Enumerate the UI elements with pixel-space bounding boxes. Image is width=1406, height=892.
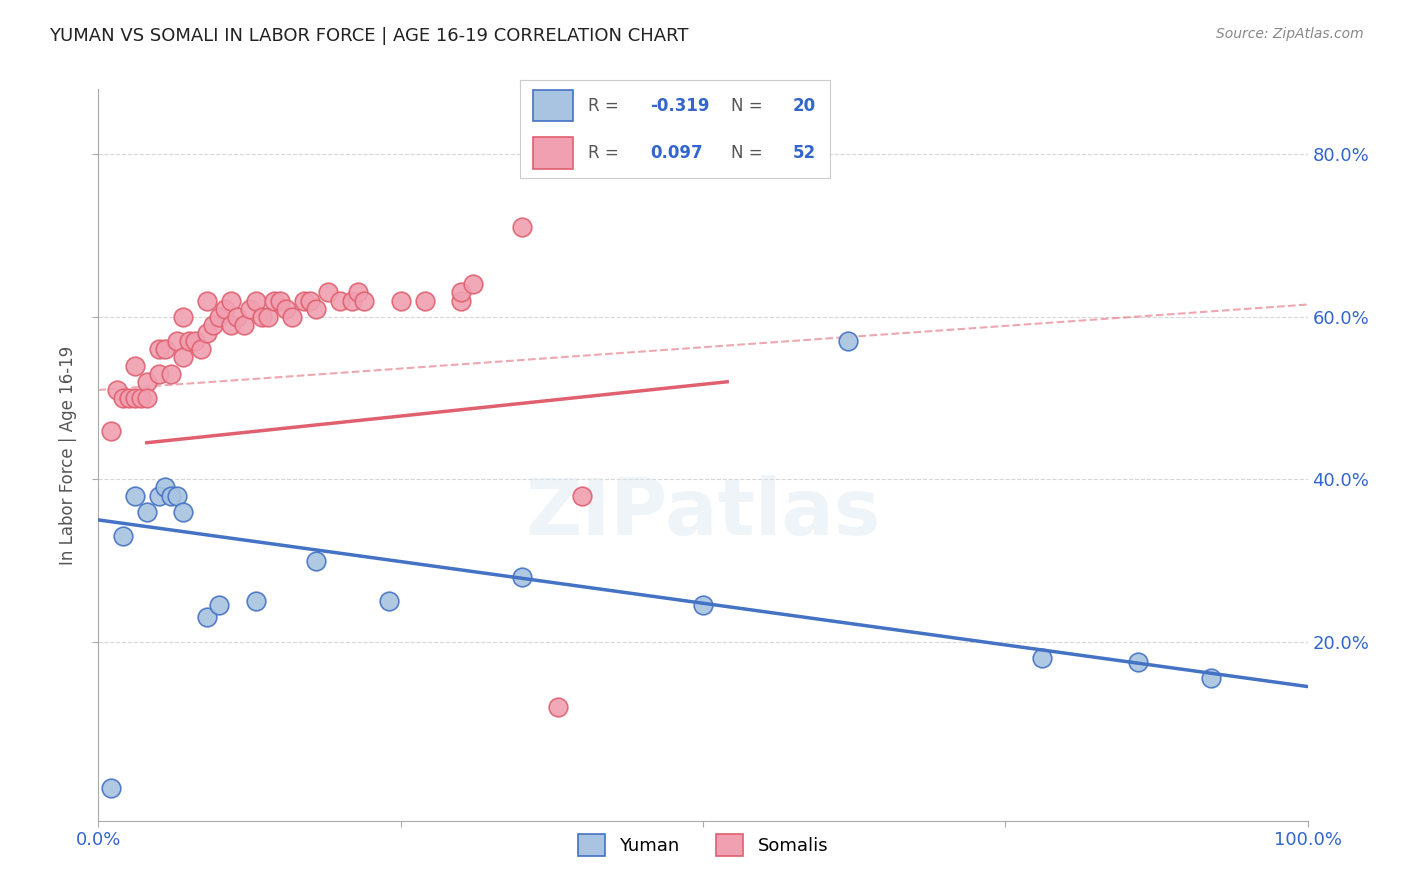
Point — [353, 293, 375, 308]
Point — [239, 301, 262, 316]
Text: ZIPatlas: ZIPatlas — [526, 475, 880, 551]
Text: YUMAN VS SOMALI IN LABOR FORCE | AGE 16-19 CORRELATION CHART: YUMAN VS SOMALI IN LABOR FORCE | AGE 16-… — [49, 27, 689, 45]
Point — [347, 285, 370, 300]
Point — [172, 310, 194, 324]
Point — [111, 529, 134, 543]
Point — [208, 310, 231, 324]
Point — [305, 301, 328, 316]
Point — [214, 301, 236, 316]
Point — [124, 489, 146, 503]
Point — [148, 489, 170, 503]
Point — [1199, 672, 1222, 686]
Point — [208, 599, 231, 613]
Point — [450, 285, 472, 300]
Point — [135, 391, 157, 405]
Point — [463, 277, 485, 292]
Point — [299, 293, 322, 308]
Point — [111, 391, 134, 405]
Point — [274, 301, 297, 316]
Point — [172, 351, 194, 365]
Point — [124, 391, 146, 405]
Point — [184, 334, 207, 348]
Point — [129, 391, 152, 405]
Point — [837, 334, 859, 348]
Point — [269, 293, 291, 308]
Point — [377, 594, 399, 608]
Point — [166, 334, 188, 348]
Text: Source: ZipAtlas.com: Source: ZipAtlas.com — [1216, 27, 1364, 41]
Point — [160, 489, 183, 503]
Point — [510, 570, 533, 584]
FancyBboxPatch shape — [533, 90, 572, 121]
Point — [342, 293, 364, 308]
Point — [221, 293, 243, 308]
Text: -0.319: -0.319 — [650, 97, 710, 115]
Point — [1128, 655, 1150, 669]
Point — [389, 293, 412, 308]
Text: R =: R = — [588, 144, 624, 161]
Point — [172, 505, 194, 519]
Point — [510, 220, 533, 235]
Point — [100, 424, 122, 438]
Point — [692, 599, 714, 613]
Point — [153, 480, 176, 494]
Point — [195, 610, 218, 624]
Point — [245, 594, 267, 608]
FancyBboxPatch shape — [533, 137, 572, 169]
Text: R =: R = — [588, 97, 624, 115]
Point — [190, 343, 212, 357]
Point — [316, 285, 339, 300]
Point — [148, 367, 170, 381]
Point — [547, 699, 569, 714]
Point — [305, 553, 328, 567]
Point — [135, 375, 157, 389]
Point — [281, 310, 304, 324]
Point — [1031, 651, 1053, 665]
Point — [232, 318, 254, 332]
Point — [124, 359, 146, 373]
Point — [329, 293, 352, 308]
Point — [195, 326, 218, 340]
Point — [413, 293, 436, 308]
Point — [450, 293, 472, 308]
Text: 52: 52 — [793, 144, 815, 161]
Point — [245, 293, 267, 308]
Point — [226, 310, 249, 324]
Point — [135, 505, 157, 519]
Point — [571, 489, 593, 503]
Point — [148, 343, 170, 357]
Point — [118, 391, 141, 405]
Text: 20: 20 — [793, 97, 815, 115]
Point — [202, 318, 225, 332]
Point — [195, 293, 218, 308]
Point — [160, 367, 183, 381]
Point — [250, 310, 273, 324]
Legend: Yuman, Somalis: Yuman, Somalis — [571, 826, 835, 863]
Point — [105, 383, 128, 397]
Point — [256, 310, 278, 324]
Y-axis label: In Labor Force | Age 16-19: In Labor Force | Age 16-19 — [59, 345, 77, 565]
Text: N =: N = — [731, 144, 768, 161]
Point — [179, 334, 201, 348]
Point — [263, 293, 285, 308]
Text: N =: N = — [731, 97, 768, 115]
Point — [221, 318, 243, 332]
Point — [166, 489, 188, 503]
Point — [153, 343, 176, 357]
Point — [292, 293, 315, 308]
Point — [100, 781, 122, 796]
Text: 0.097: 0.097 — [650, 144, 703, 161]
